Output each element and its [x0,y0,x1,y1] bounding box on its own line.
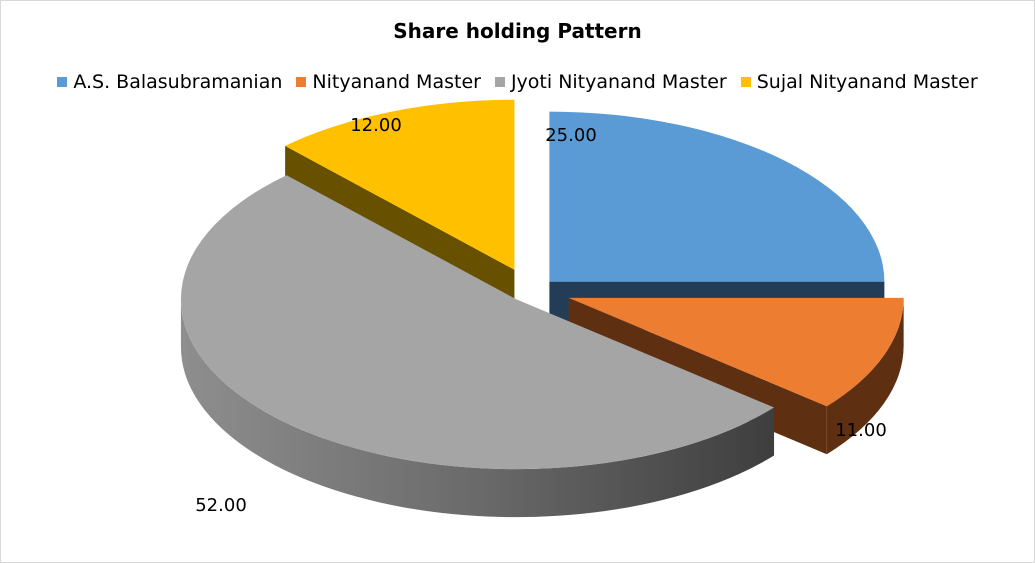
data-label-sujal: 12.00 [350,115,402,136]
legend-swatch-nityanand [296,77,307,87]
legend-swatch-jyoti [494,77,505,87]
pie-rim-jyoti [180,299,775,518]
legend-item-jyoti: Jyoti Nityanand Master [494,71,727,93]
pie-slice-nityanand [568,297,904,407]
data-label-balasubramanian: 25.00 [545,125,597,146]
data-label-jyoti: 52.00 [195,495,247,516]
legend-swatch-sujal [740,77,751,87]
data-label-nityanand: 11.00 [835,420,887,441]
pie-slice-jyoti [180,175,775,470]
pie-side-jyoti [180,299,775,518]
legend-label-nityanand: Nityanand Master [312,71,481,93]
legend-label-jyoti: Jyoti Nityanand Master [510,71,727,93]
legend-item-nityanand: Nityanand Master [296,71,481,93]
chart-legend: A.S. Balasubramanian Nityanand Master Jy… [1,71,1034,93]
legend-swatch-balasubramanian [57,77,68,87]
pie-slice-sujal [285,99,515,270]
legend-label-sujal: Sujal Nityanand Master [756,71,978,93]
legend-item-balasubramanian: A.S. Balasubramanian [57,71,282,93]
legend-item-sujal: Sujal Nityanand Master [740,71,978,93]
legend-label-balasubramanian: A.S. Balasubramanian [73,71,283,93]
pie-slice-balasubramanian [549,111,885,282]
chart-title: Share holding Pattern [393,19,642,43]
pie-rim-nityanand [826,297,904,455]
